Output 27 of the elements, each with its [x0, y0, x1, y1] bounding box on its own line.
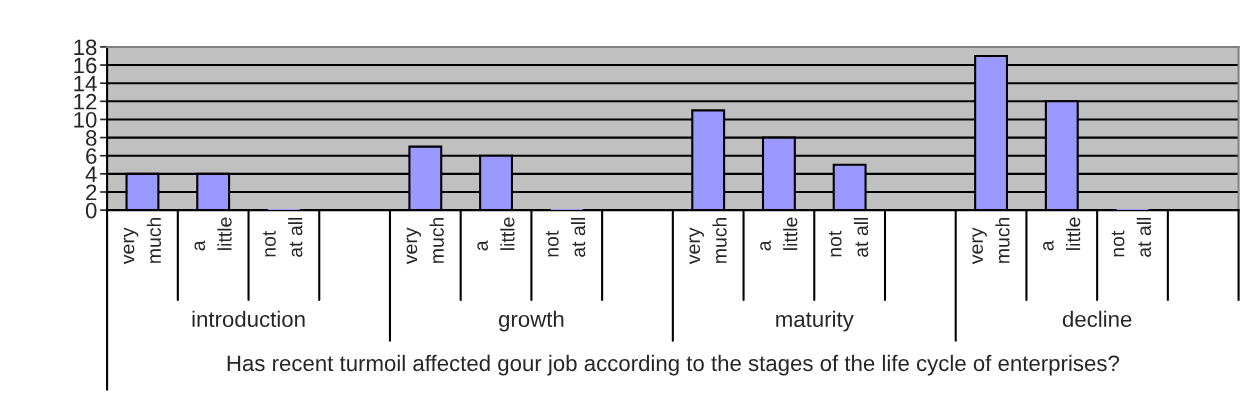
y-tick-label: 18 — [74, 39, 97, 56]
x-tick-label: not at all — [545, 217, 586, 257]
x-tick-label: very much — [123, 217, 161, 265]
x-tick-label: a little — [760, 217, 798, 251]
x-tick-label: not at all — [1111, 217, 1152, 257]
y-tick-label: 0 — [85, 202, 97, 219]
text: growth — [498, 310, 564, 332]
y-tick-label: 12 — [74, 93, 97, 110]
y-tick-label: 14 — [74, 75, 97, 92]
y-tick-label: 4 — [85, 166, 97, 182]
x-tick-label: very much — [689, 217, 727, 265]
x-tick-label: a little — [477, 217, 515, 251]
y-tick-label: 10 — [74, 111, 97, 128]
x-tick-label: very much — [972, 217, 1010, 265]
x-tick-label: not at all — [263, 217, 303, 257]
x-tick-label: a little — [194, 217, 232, 251]
text: decline — [1062, 310, 1132, 328]
x-tick-label: a little — [1043, 217, 1081, 251]
x-axis-title: Has recent turmoil affected gour job according to the stages of the life cycle of enterprises? — [227, 354, 1119, 376]
x-tick-label: not at all — [828, 217, 869, 257]
text: maturity — [776, 310, 854, 332]
y-tick-label: 16 — [74, 57, 97, 74]
y-tick-label: 6 — [86, 148, 97, 164]
x-tick-label: very much — [406, 217, 444, 265]
y-tick-label: 2 — [86, 184, 97, 201]
y-tick-label: 8 — [85, 130, 97, 146]
text: introduction — [192, 310, 305, 328]
